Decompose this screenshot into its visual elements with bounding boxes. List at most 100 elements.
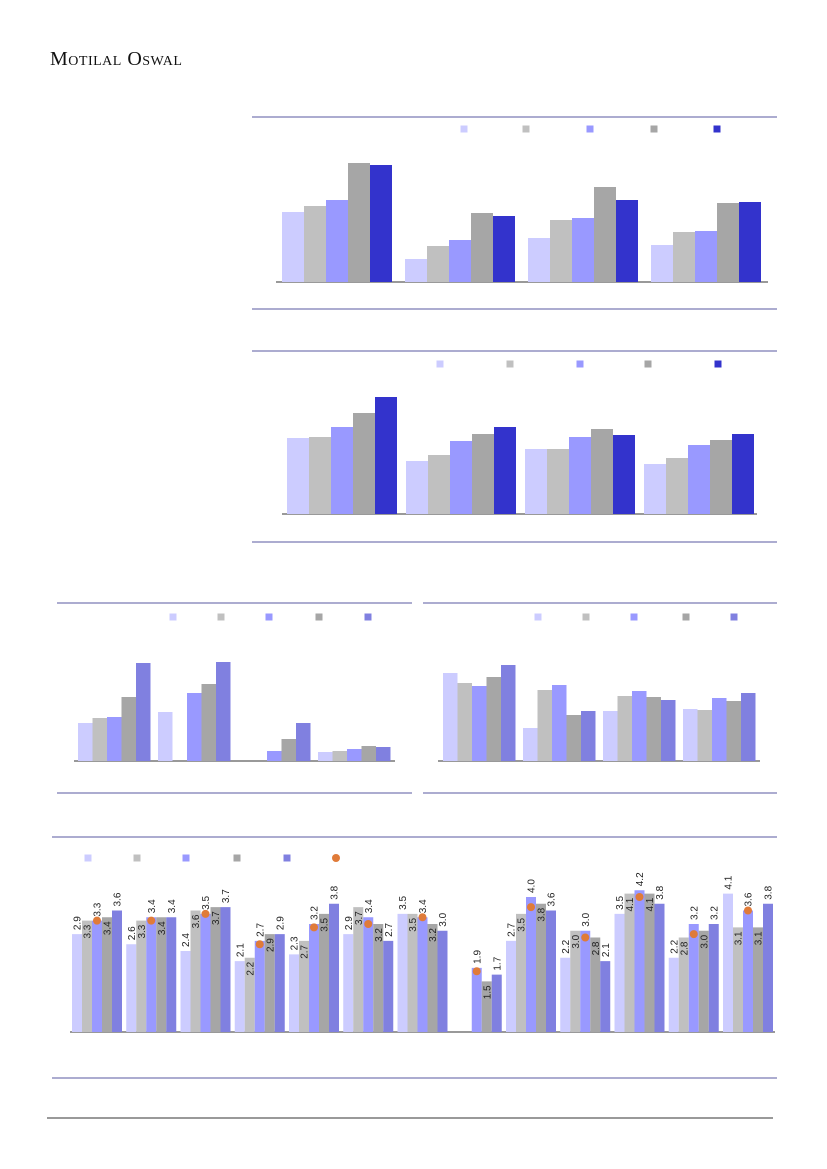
bar [112,910,122,1032]
bar [617,696,632,761]
value-label: 3.0 [699,934,710,948]
bar [92,920,102,1032]
legend-marker [364,613,372,621]
bar [580,930,591,1032]
marker [364,920,373,928]
bar [375,397,397,514]
value-label: 2.7 [384,923,395,937]
value-label: 3.4 [167,899,178,913]
bar [370,165,392,282]
bar [201,684,216,761]
value-label: 3.3 [83,924,94,938]
legend-marker [283,854,291,862]
bar [732,434,754,514]
value-label: 3.8 [764,885,775,899]
bar [632,691,647,761]
value-label: 2.1 [235,943,246,957]
bar [234,961,245,1032]
marker [147,916,156,925]
value-label: 3.6 [113,892,124,906]
bar [428,455,450,514]
marker [581,933,590,942]
legend-marker [534,613,542,621]
bar [733,927,743,1032]
value-label: 2.2 [561,939,572,953]
bar [78,723,93,761]
bar [329,903,339,1032]
bar [282,212,304,282]
bar [405,259,427,282]
bar [616,200,638,282]
value-label: 3.2 [310,906,321,920]
bar [304,206,326,282]
value-label: 3.0 [571,934,582,948]
marker [201,909,210,918]
legend-marker [332,854,340,862]
value-label: 3.7 [211,911,222,925]
bar [668,957,679,1032]
bar [347,749,362,761]
bar [673,232,695,282]
value-label: 2.6 [127,926,138,940]
value-label: 3.5 [320,917,331,931]
bar [210,907,221,1032]
bar [471,213,493,282]
bar [526,897,536,1032]
value-label: 3.2 [374,928,385,942]
bar [397,913,408,1032]
bar [594,187,616,282]
bar [363,917,374,1032]
bar [407,913,418,1032]
value-label: 3.4 [147,899,158,913]
value-label: 2.1 [601,943,612,957]
legend-marker [576,360,584,368]
bar [427,246,449,282]
bar [187,693,202,761]
bar [92,718,107,761]
value-label: 3.3 [93,902,104,916]
value-label: 3.7 [354,911,365,925]
value-label: 1.9 [472,950,483,964]
legend-marker [714,360,722,368]
bar [743,910,753,1032]
marker [310,923,318,932]
bar [613,435,635,514]
legend-marker [265,613,273,621]
bar [710,440,732,514]
bar [449,240,471,282]
bar [121,697,136,761]
bar [753,927,763,1032]
bar [695,231,717,282]
bar [457,683,472,761]
bar [697,710,712,761]
bar [166,917,177,1032]
bar [614,913,625,1032]
value-label: 3.5 [201,896,212,910]
value-label: 2.9 [275,916,286,930]
bar [158,712,173,761]
bar [486,677,501,761]
value-label: 3.4 [103,921,114,935]
bar [572,218,594,282]
bar [200,913,211,1032]
bar [326,200,348,282]
bar [494,427,516,514]
value-label: 4.1 [625,897,636,911]
marker [635,893,644,901]
bar [373,924,384,1032]
bar [146,917,157,1032]
bar [481,981,492,1032]
bar [289,954,299,1032]
legend-marker [182,854,190,862]
bar [581,711,596,761]
bar [332,751,347,761]
value-label: 2.7 [300,944,311,958]
marker [689,930,698,939]
marker [527,903,535,912]
value-label: 2.9 [265,938,276,952]
bar [644,464,666,514]
bar [600,961,611,1032]
legend-marker [315,613,323,621]
bar [353,907,364,1032]
bar [678,937,689,1032]
